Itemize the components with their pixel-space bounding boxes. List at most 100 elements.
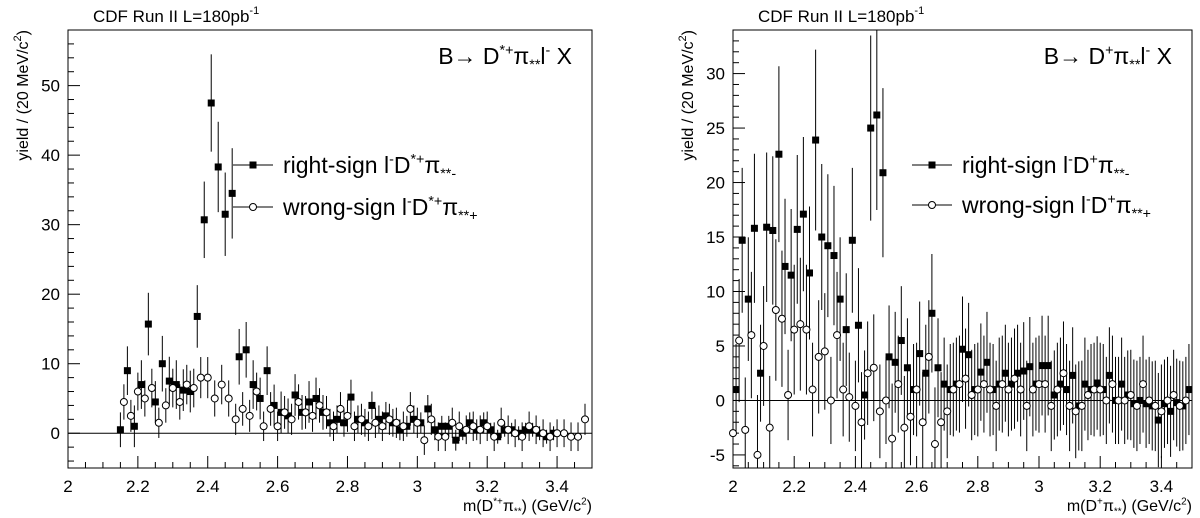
wrong-sign-point xyxy=(504,425,513,434)
x-tick-label: 2.2 xyxy=(126,477,150,496)
wrong-sign-point xyxy=(490,432,499,441)
wrong-sign-point xyxy=(777,314,786,323)
wrong-sign-point xyxy=(771,306,780,315)
right-sign-point xyxy=(221,210,229,218)
right-sign-point xyxy=(940,380,948,388)
right-sign-point xyxy=(438,422,446,430)
right-sign-point xyxy=(235,353,243,361)
wrong-sign-point xyxy=(546,432,555,441)
wrong-sign-point xyxy=(1151,401,1160,410)
wrong-sign-point xyxy=(1120,396,1129,405)
wrong-sign-point xyxy=(259,422,268,431)
right-chart-panel: 2 2.2 2.4 2.6 2.8 3 3.2 3.4 -5 0 5 10 15 20 25 30 m(D+π*… xyxy=(600,0,1200,518)
right-sign-point xyxy=(137,381,145,389)
wrong-sign-point xyxy=(943,407,952,416)
wrong-sign-point xyxy=(280,408,289,417)
y-tick-label: 40 xyxy=(41,146,60,165)
wrong-sign-point xyxy=(455,422,464,431)
wrong-sign-point xyxy=(196,373,205,382)
right-sign-point xyxy=(775,150,783,158)
right-sign-point xyxy=(459,429,467,437)
wrong-sign-point xyxy=(350,422,359,431)
right-sign-point xyxy=(1167,407,1175,415)
right-sign-point xyxy=(242,346,250,354)
x-tick-label: 3.2 xyxy=(1088,477,1112,496)
wrong-sign-point xyxy=(581,415,590,424)
right-sign-point xyxy=(347,393,355,401)
x-axis-title: m(D+π**) (GeV/c2) xyxy=(1067,496,1192,517)
right-sign-point xyxy=(431,426,439,434)
wrong-sign-point xyxy=(918,418,927,427)
right-sign-point xyxy=(186,388,194,396)
wrong-sign-point xyxy=(511,429,520,438)
wrong-sign-point xyxy=(759,341,768,350)
wrong-sign-point xyxy=(1181,396,1190,405)
legend-wrong-sign-label: wrong-sign l-D+π**+ xyxy=(961,191,1151,222)
right-sign-point xyxy=(763,223,771,231)
wrong-sign-point xyxy=(875,407,884,416)
x-tick-label: 2.2 xyxy=(782,477,806,496)
right-sign-point xyxy=(1050,391,1058,399)
wrong-sign-point xyxy=(308,411,317,420)
right-sign-point xyxy=(256,394,264,402)
right-sign-point xyxy=(787,271,795,279)
wrong-sign-point xyxy=(364,422,373,431)
wrong-sign-point xyxy=(1157,407,1166,416)
y-tick-label: -5 xyxy=(710,446,725,465)
wrong-sign-point xyxy=(448,418,457,427)
right-sign-point xyxy=(375,415,383,423)
wrong-sign-point xyxy=(266,404,275,413)
right-sign-point xyxy=(1020,367,1028,375)
y-tick-label: 0 xyxy=(716,391,725,410)
right-sign-point xyxy=(305,398,313,406)
wrong-sign-point xyxy=(973,385,982,394)
wrong-sign-point xyxy=(301,408,310,417)
wrong-sign-point xyxy=(203,373,212,382)
x-tick-label: 3 xyxy=(413,477,422,496)
right-sign-point xyxy=(818,233,826,241)
wrong-sign-point xyxy=(406,404,415,413)
wrong-sign-point xyxy=(906,412,915,421)
x-tick-label: 2.8 xyxy=(336,477,360,496)
right-sign-point xyxy=(487,426,495,434)
wrong-sign-point xyxy=(462,425,471,434)
right-sign-point xyxy=(144,320,152,328)
wrong-sign-point xyxy=(845,393,854,402)
x-tick-label: 3 xyxy=(1034,477,1043,496)
right-sign-point xyxy=(284,412,292,420)
x-tick-label: 2 xyxy=(63,477,72,496)
right-sign-point xyxy=(879,169,887,177)
wrong-sign-point xyxy=(329,422,338,431)
right-sign-point xyxy=(382,412,390,420)
wrong-sign-point xyxy=(796,320,805,329)
y-tick-label: 20 xyxy=(706,174,725,193)
right-sign-point xyxy=(200,216,208,224)
wrong-sign-point xyxy=(900,423,909,432)
wrong-sign-point xyxy=(392,418,401,427)
wrong-sign-point xyxy=(1145,396,1154,405)
wrong-sign-point xyxy=(210,394,219,403)
right-sign-point xyxy=(781,262,789,270)
wrong-sign-point xyxy=(869,363,878,372)
wrong-sign-point xyxy=(273,422,282,431)
wrong-sign-point xyxy=(851,401,860,410)
y-tick-label: 25 xyxy=(706,119,725,138)
right-sign-point xyxy=(172,381,180,389)
x-tick-label: 3.4 xyxy=(545,477,569,496)
right-sign-point xyxy=(873,111,881,119)
right-sign-point xyxy=(522,426,530,434)
right-sign-point xyxy=(424,405,432,413)
wrong-sign-point xyxy=(147,384,156,393)
right-sign-point xyxy=(466,419,474,427)
wrong-sign-point xyxy=(497,418,506,427)
wrong-sign-point xyxy=(560,429,569,438)
right-sign-point xyxy=(179,386,187,394)
wrong-sign-point xyxy=(525,422,534,431)
right-sign-point xyxy=(922,369,930,377)
right-sign-point xyxy=(263,367,271,375)
y-tick-label: 10 xyxy=(706,282,725,301)
right-sign-point xyxy=(830,252,838,260)
wrong-sign-point xyxy=(930,440,939,449)
wrong-sign-point xyxy=(238,404,247,413)
y-tick-label: 50 xyxy=(41,77,60,96)
